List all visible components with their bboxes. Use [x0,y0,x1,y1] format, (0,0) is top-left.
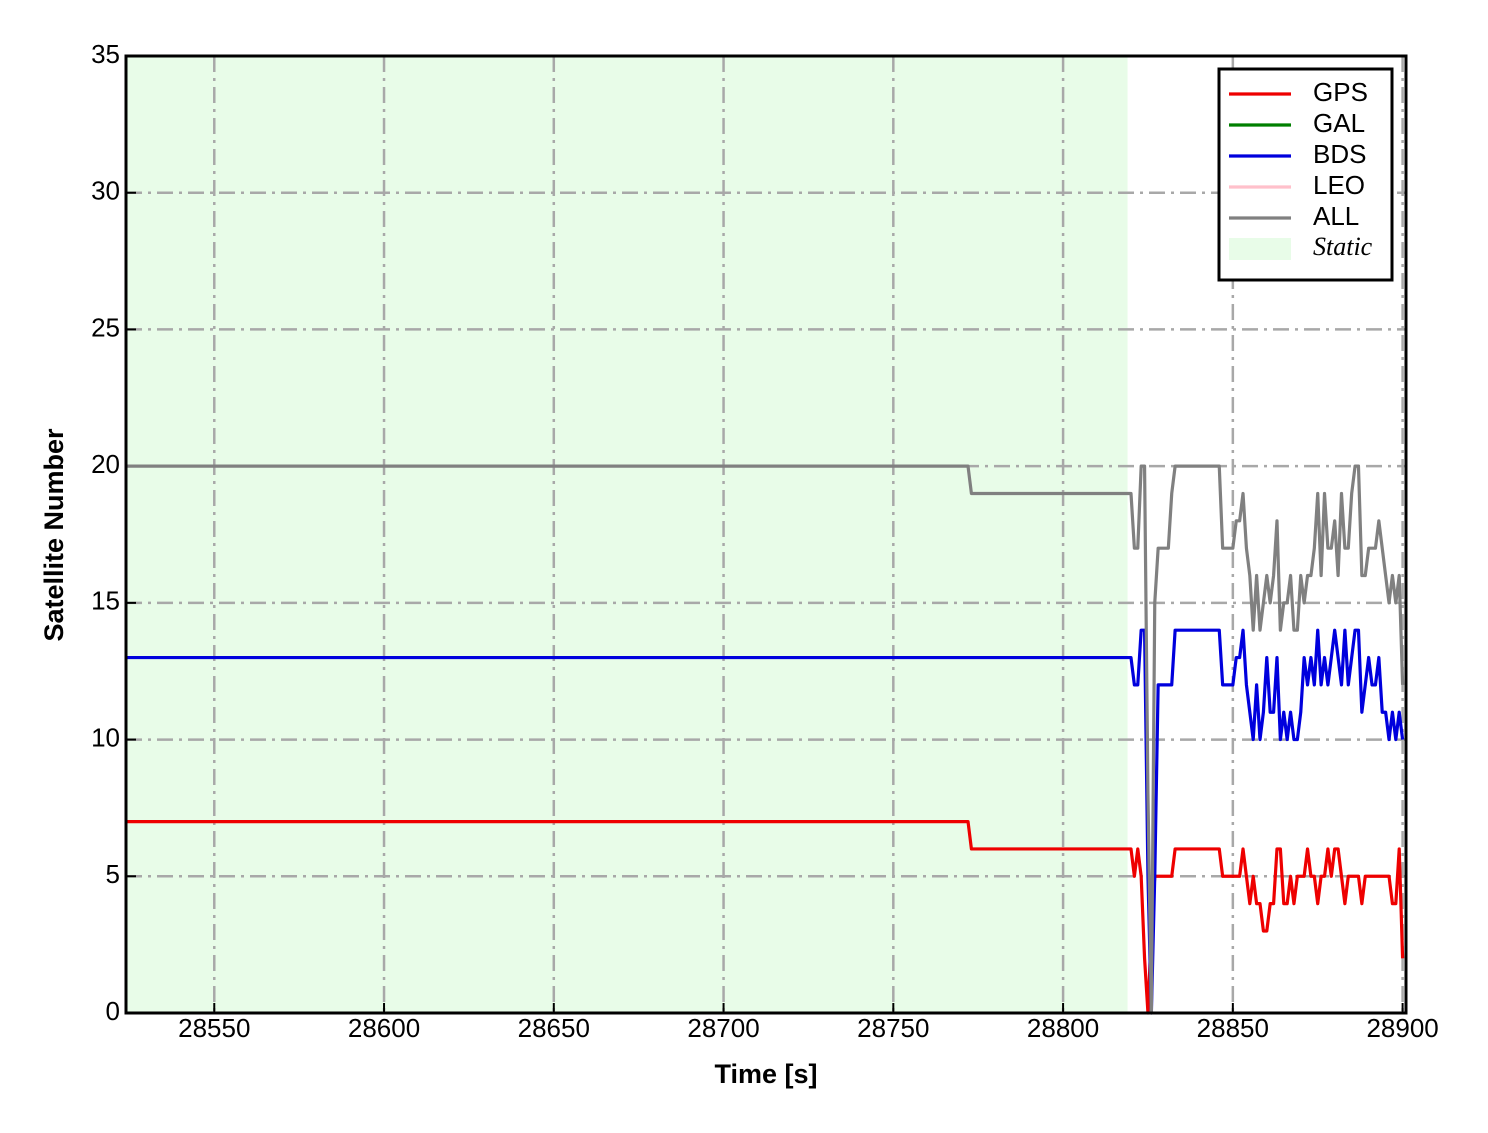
x-tick-label: 28900 [1366,1013,1438,1043]
series-line [126,464,1405,1015]
series-line [126,628,1405,1015]
legend-swatch [1229,238,1291,260]
y-tick-label: 0 [106,996,120,1026]
y-axis-label: Satellite Number [39,428,69,642]
x-tick-label: 28700 [687,1013,759,1043]
x-tick-label: 28800 [1027,1013,1099,1043]
series-line [126,820,1405,1015]
legend-label: GAL [1313,108,1365,138]
x-tick-label: 28550 [178,1013,250,1043]
static-region [126,56,1128,1013]
x-axis-label: Time [s] [714,1059,817,1089]
legend-label: ALL [1313,201,1359,231]
x-tick-label: 28750 [857,1013,929,1043]
x-tick-label: 28850 [1197,1013,1269,1043]
x-tick-label: 28600 [348,1013,420,1043]
legend-label: GPS [1313,77,1368,107]
y-tick-label: 15 [91,586,120,616]
y-tick-label: 5 [106,859,120,889]
y-tick-label: 20 [91,449,120,479]
y-tick-label: 35 [91,39,120,69]
y-tick-label: 30 [91,176,120,206]
x-tick-label: 28650 [518,1013,590,1043]
legend-label: LEO [1313,170,1365,200]
y-tick-label: 10 [91,722,120,752]
y-tick-label: 25 [91,312,120,342]
legend-label: Static [1313,232,1373,261]
legend-label: BDS [1313,139,1366,169]
plot-frame [124,54,1408,1015]
